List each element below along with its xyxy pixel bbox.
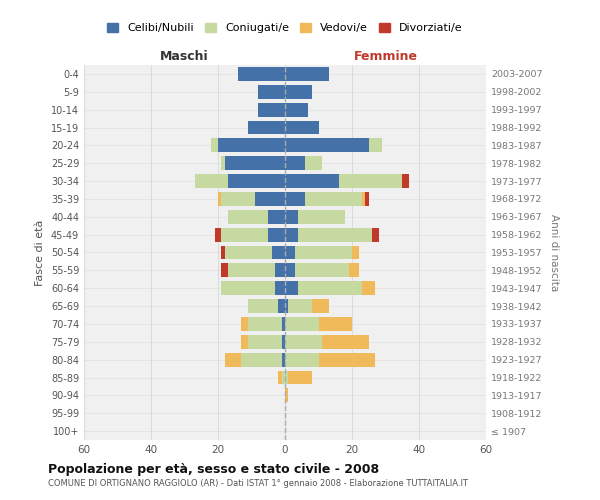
- Bar: [275, 264, 285, 278]
- Bar: [285, 174, 338, 188]
- Bar: [285, 370, 289, 384]
- Bar: [272, 246, 285, 260]
- Bar: [285, 264, 295, 278]
- Bar: [319, 352, 376, 366]
- Bar: [268, 228, 285, 241]
- Bar: [221, 264, 228, 278]
- Bar: [322, 335, 369, 349]
- Bar: [228, 264, 275, 278]
- Bar: [285, 388, 289, 402]
- Bar: [225, 352, 241, 366]
- Bar: [285, 156, 305, 170]
- Bar: [285, 317, 319, 331]
- Bar: [238, 67, 285, 81]
- Bar: [248, 120, 285, 134]
- Bar: [211, 138, 218, 152]
- Bar: [248, 299, 278, 313]
- Bar: [285, 120, 319, 134]
- Bar: [228, 210, 268, 224]
- Bar: [241, 317, 248, 331]
- Text: COMUNE DI ORTIGNANO RAGGIOLO (AR) - Dati ISTAT 1° gennaio 2008 - Elaborazione TU: COMUNE DI ORTIGNANO RAGGIOLO (AR) - Dati…: [48, 479, 468, 488]
- Bar: [278, 299, 285, 313]
- Bar: [289, 299, 312, 313]
- Bar: [248, 317, 281, 331]
- Bar: [225, 156, 285, 170]
- Legend: Celibi/Nubili, Coniugati/e, Vedovi/e, Divorziati/e: Celibi/Nubili, Coniugati/e, Vedovi/e, Di…: [103, 18, 467, 38]
- Bar: [255, 192, 285, 206]
- Y-axis label: Anni di nascita: Anni di nascita: [549, 214, 559, 291]
- Bar: [241, 335, 248, 349]
- Bar: [258, 85, 285, 99]
- Bar: [285, 246, 295, 260]
- Bar: [295, 246, 352, 260]
- Bar: [402, 174, 409, 188]
- Bar: [319, 317, 352, 331]
- Bar: [362, 192, 365, 206]
- Bar: [221, 281, 275, 295]
- Bar: [295, 264, 349, 278]
- Bar: [349, 264, 359, 278]
- Bar: [285, 67, 329, 81]
- Bar: [281, 317, 285, 331]
- Bar: [194, 174, 228, 188]
- Bar: [298, 281, 362, 295]
- Bar: [215, 228, 221, 241]
- Bar: [352, 246, 359, 260]
- Bar: [268, 210, 285, 224]
- Bar: [218, 138, 285, 152]
- Bar: [221, 228, 268, 241]
- Bar: [305, 156, 322, 170]
- Bar: [285, 102, 308, 117]
- Bar: [298, 210, 346, 224]
- Bar: [338, 174, 402, 188]
- Bar: [228, 174, 285, 188]
- Bar: [289, 370, 312, 384]
- Bar: [241, 352, 281, 366]
- Bar: [369, 138, 382, 152]
- Bar: [298, 228, 372, 241]
- Bar: [285, 192, 305, 206]
- Bar: [221, 246, 225, 260]
- Bar: [221, 192, 255, 206]
- Bar: [285, 281, 298, 295]
- Bar: [285, 228, 298, 241]
- Bar: [281, 370, 285, 384]
- Bar: [285, 85, 312, 99]
- Bar: [281, 352, 285, 366]
- Bar: [221, 156, 225, 170]
- Bar: [285, 352, 319, 366]
- Bar: [275, 281, 285, 295]
- Bar: [225, 246, 272, 260]
- Bar: [285, 210, 298, 224]
- Text: Maschi: Maschi: [160, 50, 209, 63]
- Bar: [258, 102, 285, 117]
- Bar: [362, 281, 376, 295]
- Bar: [248, 335, 281, 349]
- Bar: [281, 335, 285, 349]
- Bar: [372, 228, 379, 241]
- Bar: [218, 192, 221, 206]
- Bar: [278, 370, 281, 384]
- Y-axis label: Fasce di età: Fasce di età: [35, 220, 45, 286]
- Bar: [285, 335, 322, 349]
- Bar: [365, 192, 369, 206]
- Text: Femmine: Femmine: [353, 50, 418, 63]
- Bar: [285, 299, 289, 313]
- Text: Popolazione per età, sesso e stato civile - 2008: Popolazione per età, sesso e stato civil…: [48, 462, 379, 475]
- Bar: [285, 138, 369, 152]
- Bar: [305, 192, 362, 206]
- Bar: [312, 299, 329, 313]
